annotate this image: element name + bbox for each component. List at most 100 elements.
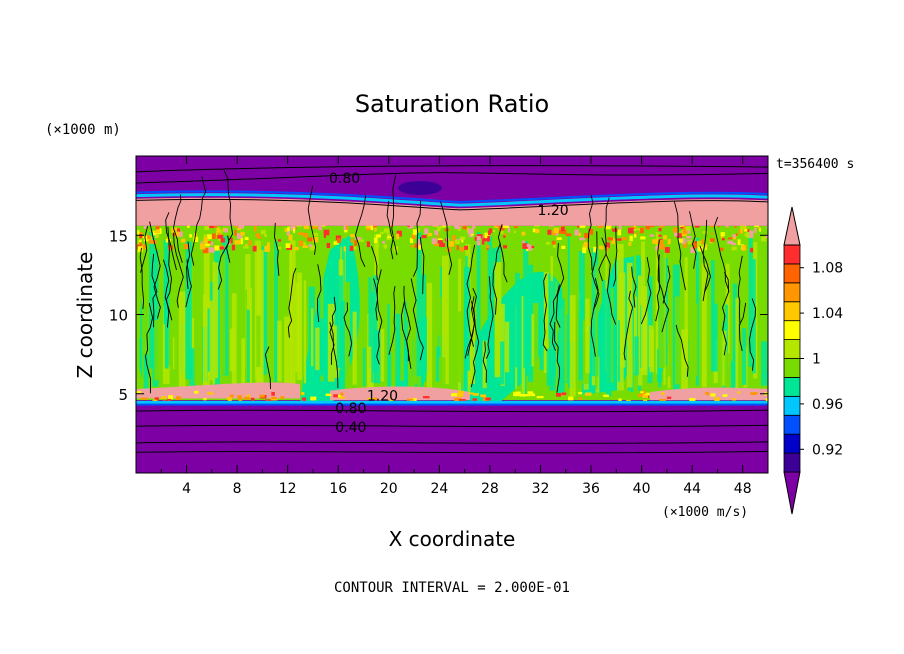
- lower-pink-band: [330, 386, 470, 401]
- speckle: [720, 234, 724, 239]
- speckle: [579, 237, 586, 241]
- speckle: [418, 245, 422, 251]
- speckle: [504, 233, 507, 236]
- speckle: [659, 398, 667, 402]
- cloud-streak: [649, 329, 655, 373]
- speckle: [606, 242, 610, 249]
- cloud-streak: [220, 253, 226, 375]
- contour-label: 0.80: [329, 171, 360, 187]
- cloud-streak: [435, 346, 441, 382]
- speckle: [422, 396, 430, 399]
- speckle: [696, 240, 702, 247]
- cloud-streak: [641, 241, 645, 376]
- cloud-streak: [742, 328, 747, 385]
- speckle: [298, 240, 304, 247]
- cloud-streak: [408, 273, 415, 371]
- speckle: [353, 245, 357, 250]
- speckle: [287, 226, 290, 232]
- speckle: [323, 229, 330, 236]
- speckle: [476, 241, 481, 246]
- speckle: [421, 235, 427, 239]
- chart-title: Saturation Ratio: [355, 90, 549, 118]
- speckle: [640, 391, 644, 394]
- cloud-streak: [476, 232, 481, 367]
- y-tick-label: 5: [118, 386, 128, 404]
- speckle: [735, 233, 738, 236]
- cloud-streak: [152, 250, 159, 367]
- speckle: [177, 231, 183, 237]
- cloud-streak: [605, 288, 612, 397]
- speckle: [562, 224, 565, 228]
- cloud-streak: [174, 332, 177, 371]
- speckle: [437, 226, 441, 232]
- speckle: [376, 234, 381, 238]
- cloud-streak: [558, 299, 565, 395]
- speckle: [476, 236, 481, 241]
- speckle: [547, 229, 552, 235]
- speckle: [365, 224, 370, 229]
- contour-line: [485, 276, 494, 359]
- speckle: [561, 245, 566, 250]
- contour-line: [149, 221, 161, 319]
- speckle: [578, 232, 581, 237]
- speckle: [424, 228, 429, 235]
- cloud-streak: [388, 352, 392, 397]
- speckle: [212, 233, 216, 240]
- speckle: [758, 226, 761, 229]
- contour-line: [689, 211, 697, 269]
- speckle: [710, 393, 716, 397]
- speckle: [217, 234, 224, 239]
- contour-line: [419, 237, 425, 295]
- cloud-streak: [395, 313, 401, 391]
- speckle: [634, 227, 640, 230]
- speckle: [553, 227, 559, 234]
- speckle: [183, 243, 190, 250]
- speckle: [366, 227, 371, 231]
- cloud-streak: [701, 263, 707, 388]
- speckle: [202, 247, 209, 254]
- speckle: [207, 241, 213, 244]
- speckle: [641, 390, 646, 395]
- contour-line: [264, 346, 271, 390]
- speckle: [578, 397, 583, 400]
- speckle: [678, 238, 683, 243]
- speckle: [243, 246, 249, 249]
- speckle: [574, 229, 579, 236]
- speckle: [659, 243, 665, 250]
- speckle: [667, 239, 671, 245]
- speckle: [472, 393, 479, 396]
- speckle: [468, 392, 474, 395]
- speckle: [750, 392, 758, 395]
- speckle: [560, 226, 565, 232]
- speckle: [374, 237, 378, 243]
- speckle: [171, 227, 175, 234]
- speckle: [168, 395, 174, 400]
- speckle: [627, 227, 634, 234]
- speckle: [456, 245, 460, 251]
- lower-boundary: [136, 403, 768, 406]
- speckle: [612, 228, 618, 232]
- speckle: [434, 230, 439, 236]
- speckle: [487, 235, 490, 242]
- upper-boundary: [136, 190, 768, 203]
- contour-line: [329, 296, 337, 365]
- speckle: [137, 246, 143, 253]
- contour-line: [549, 284, 560, 351]
- contour-line: [186, 241, 191, 290]
- cloud-streak: [402, 301, 407, 395]
- speckle: [556, 393, 562, 397]
- cloud-streak: [256, 315, 261, 367]
- cloud-streak: [675, 296, 680, 385]
- speckle: [286, 230, 290, 236]
- contour-line: [136, 165, 768, 173]
- speckle: [503, 245, 508, 249]
- cloud-streak: [421, 274, 427, 382]
- contour-line: [403, 285, 411, 362]
- speckle: [584, 232, 590, 239]
- speckle: [303, 225, 310, 230]
- speckle: [386, 233, 392, 237]
- speckle: [629, 235, 633, 242]
- speckle: [459, 236, 466, 240]
- cloud-streak: [372, 275, 378, 373]
- speckle: [498, 226, 505, 231]
